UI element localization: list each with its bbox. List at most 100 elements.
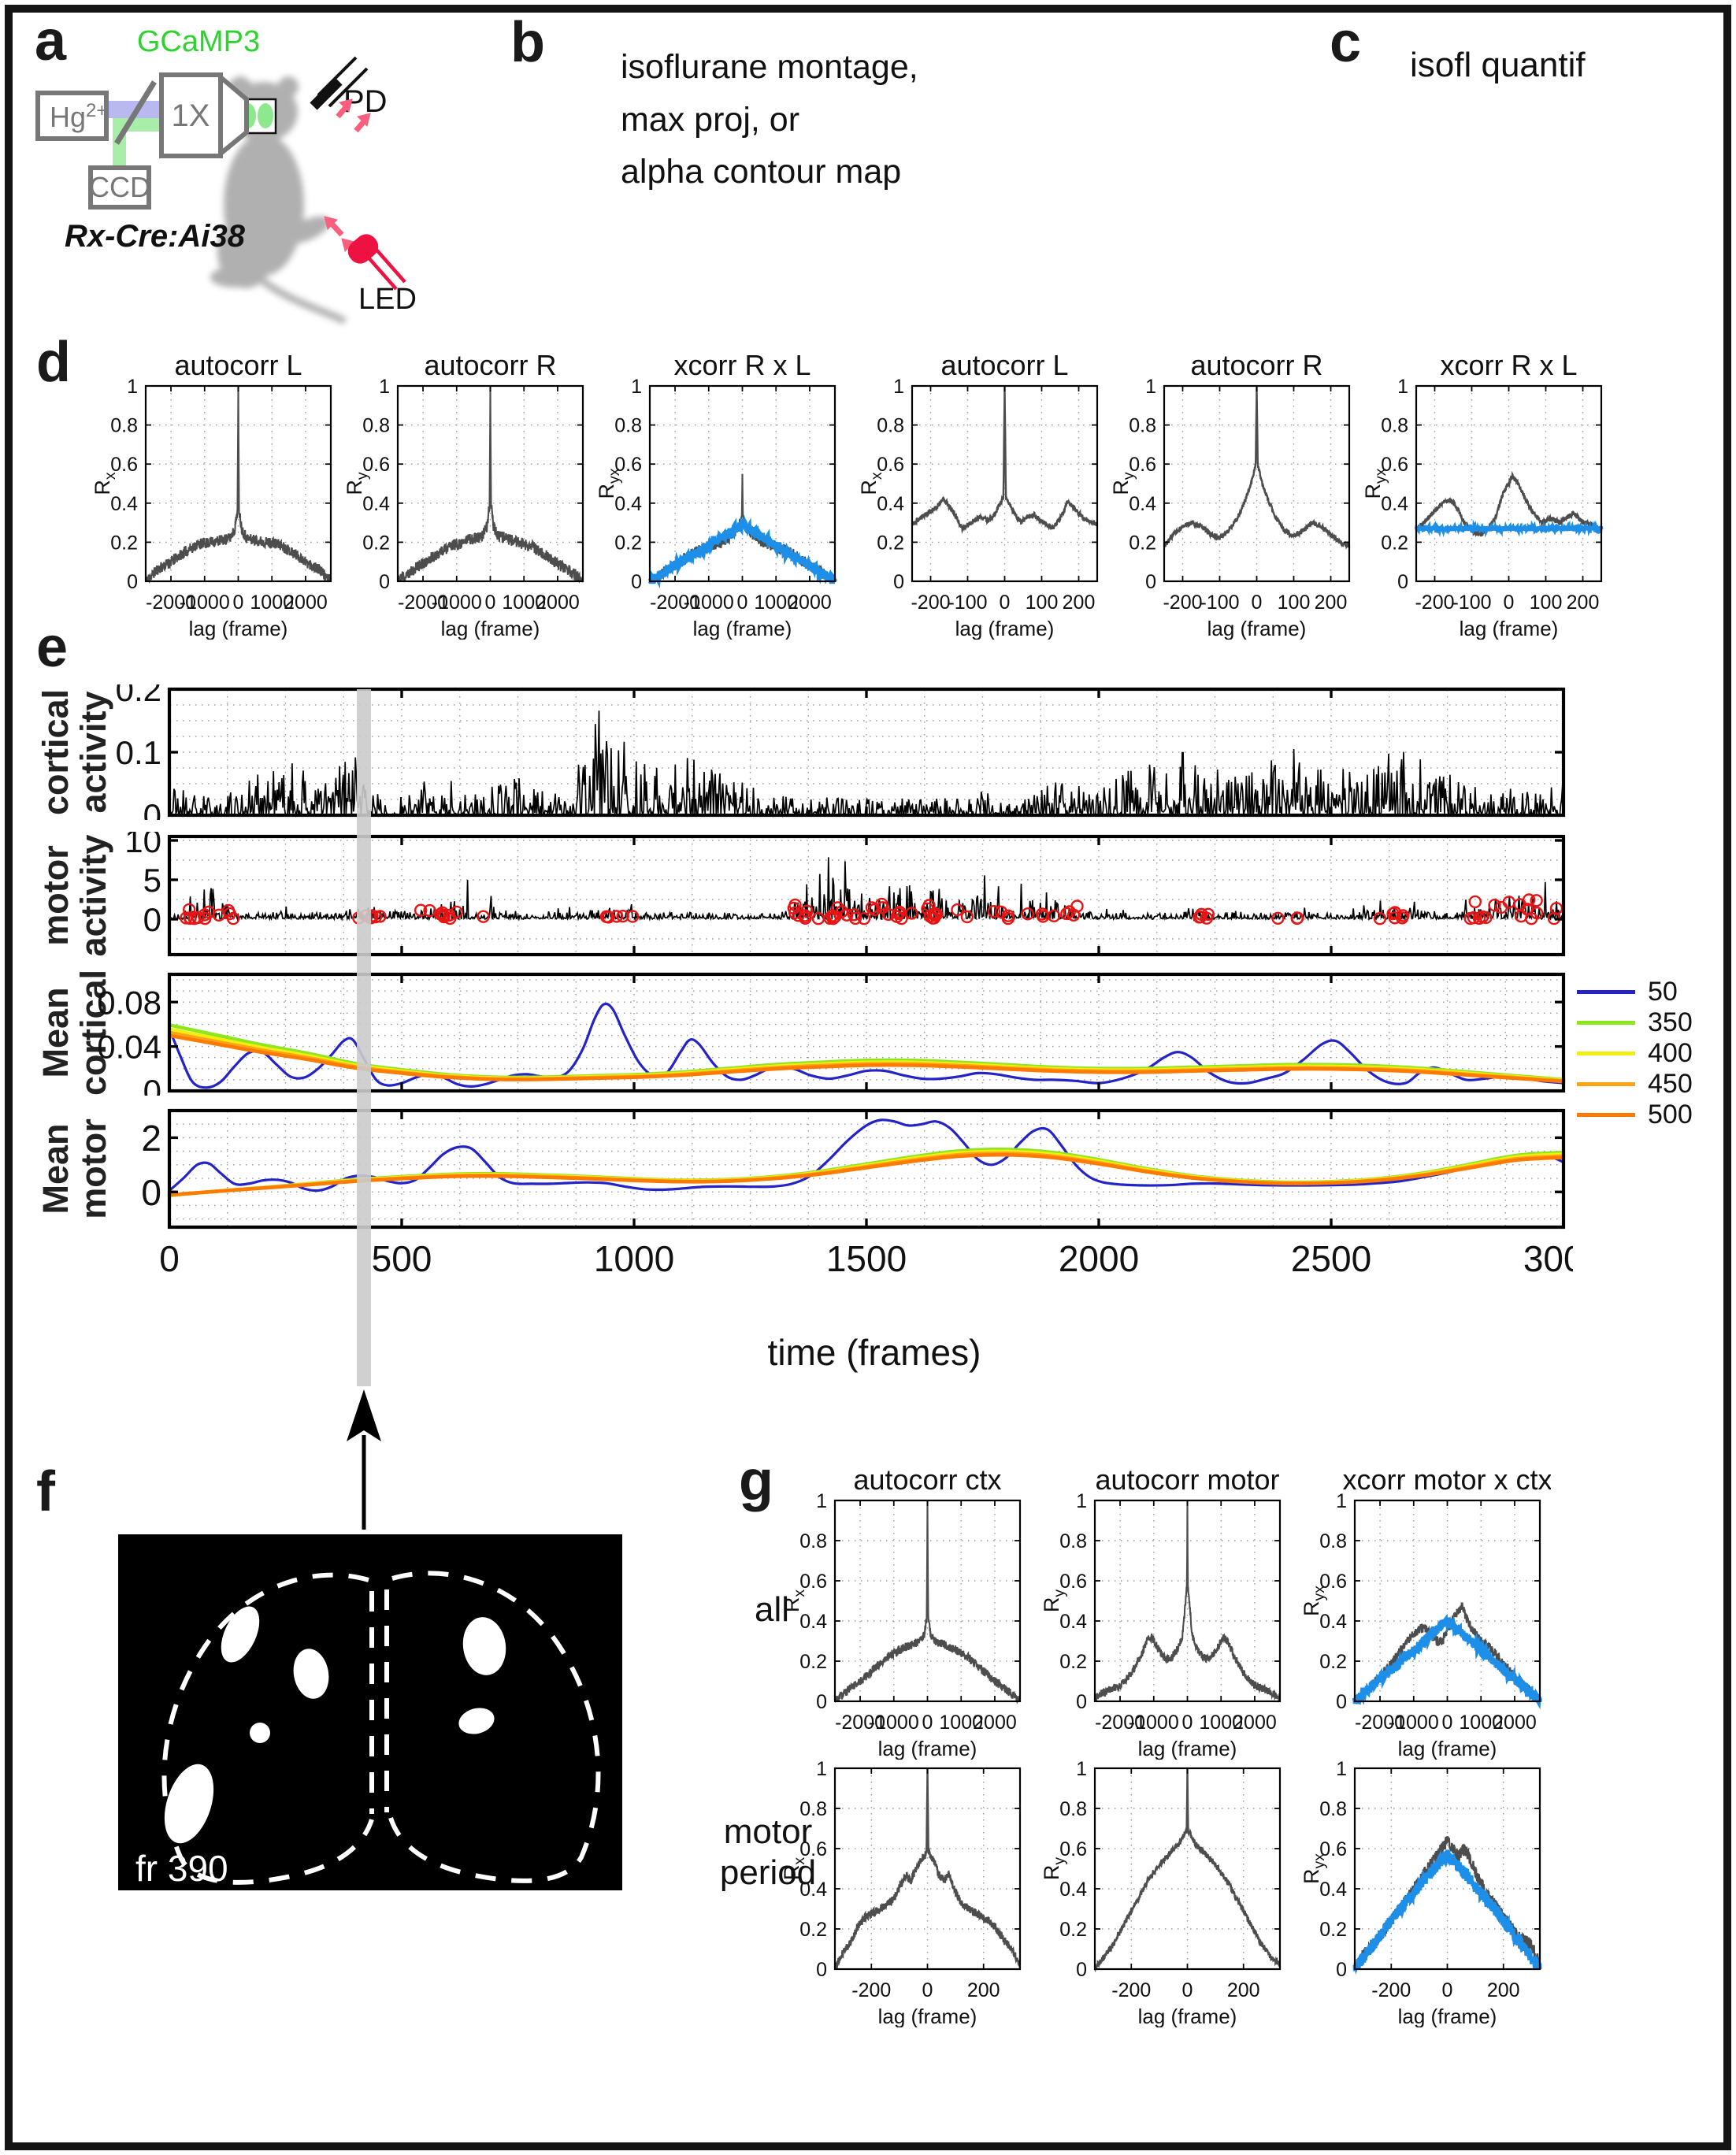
svg-text:1: 1: [1336, 1490, 1347, 1512]
led-label: LED: [358, 283, 417, 316]
svg-text:2000: 2000: [788, 592, 832, 614]
svg-text:0: 0: [1182, 1979, 1193, 2001]
objective-label: 1X: [172, 98, 210, 133]
svg-text:0: 0: [127, 571, 138, 593]
svg-text:0.8: 0.8: [877, 415, 904, 437]
svg-text:lag (frame): lag (frame): [441, 617, 540, 640]
svg-text:-1000: -1000: [1389, 1712, 1439, 1734]
svg-text:0.1: 0.1: [116, 734, 161, 771]
legend-swatch: [1577, 1113, 1635, 1117]
legend-label: 400: [1648, 1038, 1693, 1068]
svg-text:Ry: Ry: [343, 472, 371, 495]
svg-text:-1000: -1000: [869, 1712, 919, 1734]
legend-swatch: [1577, 1021, 1635, 1025]
svg-text:0: 0: [631, 571, 642, 593]
svg-text:lag (frame): lag (frame): [878, 2005, 977, 2027]
imaging-setup-schematic: Hg2+ 1X CCD GCaMP3 PD LED: [35, 25, 417, 325]
svg-text:0: 0: [1442, 1712, 1453, 1734]
svg-text:0: 0: [1397, 571, 1408, 593]
svg-text:0.6: 0.6: [1319, 1571, 1347, 1593]
legend-entry-350: 350: [1577, 1007, 1693, 1038]
svg-text:autocorr motor: autocorr motor: [1095, 1464, 1279, 1496]
svg-text:2000: 2000: [536, 592, 580, 614]
svg-text:0: 0: [143, 797, 161, 820]
svg-text:Rx: Rx: [780, 1589, 808, 1613]
svg-text:0.4: 0.4: [362, 493, 390, 515]
svg-text:2000: 2000: [1493, 1712, 1537, 1734]
frame-pointer-arrow: [347, 1389, 381, 1530]
svg-text:0: 0: [1252, 592, 1263, 614]
svg-text:200: 200: [1315, 592, 1348, 614]
chart-d-autocorr-L-short: -200 -100 0 100 200 0 0.2 0.4 0.6 0.8 1 autocorr L l…: [854, 349, 1108, 644]
svg-text:-1000: -1000: [1129, 1712, 1179, 1734]
svg-text:0: 0: [816, 1959, 827, 1981]
g-xcorr-motor-ctx-motorperiod-svg: -200 0 200 0 0.2 0.4 0.6 0.8 1 lag (frame) Ryx: [1300, 1758, 1542, 2028]
svg-text:-100: -100: [1200, 592, 1239, 614]
g-autocorr-motor-motorperiod-svg: -200 0 200 0 0.2 0.4 0.6 0.8 1 lag (frame) Ry: [1040, 1758, 1282, 2028]
svg-text:0: 0: [1000, 592, 1011, 614]
chart-g-autocorr-ctx-motorperiod: -200 0 200 0 0.2 0.4 0.6 0.8 1 lag (frame) Rx: [777, 1732, 1031, 2031]
led-icon: [347, 234, 406, 291]
chart-g-autocorr-motor-motorperiod: -200 0 200 0 0.2 0.4 0.6 0.8 1 lag (frame) Ry: [1037, 1732, 1291, 2031]
svg-text:Ryx: Ryx: [1300, 1586, 1328, 1616]
svg-text:0: 0: [1076, 1691, 1087, 1713]
svg-text:0.6: 0.6: [1129, 454, 1156, 476]
svg-text:autocorr ctx: autocorr ctx: [853, 1464, 1001, 1496]
fluorescence-arrows-pd: [336, 98, 371, 133]
row-label-motor-period: motor period: [719, 1812, 817, 1892]
svg-text:-2000: -2000: [835, 1712, 885, 1734]
svg-text:0.2: 0.2: [799, 1919, 827, 1941]
svg-text:200: 200: [1567, 592, 1600, 614]
svg-text:0: 0: [1504, 592, 1515, 614]
svg-text:0.4: 0.4: [877, 493, 904, 515]
svg-text:1: 1: [1076, 1490, 1087, 1512]
svg-text:Rx: Rx: [857, 472, 885, 495]
e-mean-motor-svg: 0 500 1000 1500 2000 2500 3000 0 2: [141, 1108, 1604, 1279]
svg-text:0.2: 0.2: [1059, 1919, 1087, 1941]
d-autocorr-R-long-svg: -2000-1000 0 1000200000.20.40.60.81autocor…: [343, 349, 584, 640]
svg-text:0: 0: [1145, 571, 1156, 593]
svg-text:-200: -200: [1371, 1979, 1411, 2001]
d-xcorr-RxL-short-svg: -200-100 0 100 200 0 0.2 0.4 0.6 0.8 1 xcorr R x L…: [1361, 349, 1604, 640]
svg-text:1500: 1500: [826, 1238, 907, 1279]
panel-b-line2: max proj, or: [621, 100, 800, 139]
binary-activity-frame: fr 390: [118, 1534, 622, 1890]
chart-e-cortical-activity: 0 0.1 0.2: [78, 671, 1573, 834]
svg-text:0.4: 0.4: [799, 1611, 827, 1633]
chart-e-mean-motor: 0 500 1000 1500 2000 2500 3000 0 2: [78, 1106, 1604, 1326]
svg-text:-2000: -2000: [398, 592, 448, 614]
svg-text:1: 1: [1076, 1758, 1087, 1780]
svg-text:lag (frame): lag (frame): [1460, 617, 1559, 640]
svg-text:1000: 1000: [1459, 1712, 1503, 1734]
svg-text:0.8: 0.8: [1059, 1798, 1087, 1820]
svg-text:0: 0: [1336, 1691, 1347, 1713]
svg-text:0.4: 0.4: [614, 493, 642, 515]
panel-label-e: e: [36, 616, 69, 679]
svg-text:0.4: 0.4: [1129, 493, 1156, 515]
svg-text:0.08: 0.08: [97, 984, 161, 1021]
svg-text:0: 0: [1442, 1979, 1453, 2001]
panel-b-text: isoflurane montage, max proj, or alpha c…: [621, 41, 918, 198]
svg-text:200: 200: [1487, 1979, 1520, 2001]
svg-text:-200: -200: [1111, 1979, 1151, 2001]
legend-label: 450: [1648, 1069, 1693, 1099]
svg-text:0.6: 0.6: [614, 454, 642, 476]
svg-text:0.6: 0.6: [1059, 1571, 1087, 1593]
svg-text:0.4: 0.4: [110, 493, 138, 515]
svg-text:-1000: -1000: [684, 592, 734, 614]
chart-e-motor-activity: 0 5 10: [78, 822, 1573, 963]
svg-text:0: 0: [141, 1172, 161, 1213]
svg-text:0.2: 0.2: [1381, 532, 1408, 554]
svg-text:Ryx: Ryx: [595, 468, 623, 499]
svg-text:0.2: 0.2: [1129, 532, 1156, 554]
svg-text:0.04: 0.04: [97, 1029, 161, 1066]
svg-text:1: 1: [1145, 376, 1156, 398]
svg-text:lag (frame): lag (frame): [1398, 2005, 1497, 2027]
svg-text:0.6: 0.6: [1381, 454, 1408, 476]
svg-text:0.4: 0.4: [1381, 493, 1408, 515]
panel-label-d: d: [36, 331, 71, 394]
svg-text:0: 0: [816, 1691, 827, 1713]
svg-text:0: 0: [143, 901, 161, 938]
